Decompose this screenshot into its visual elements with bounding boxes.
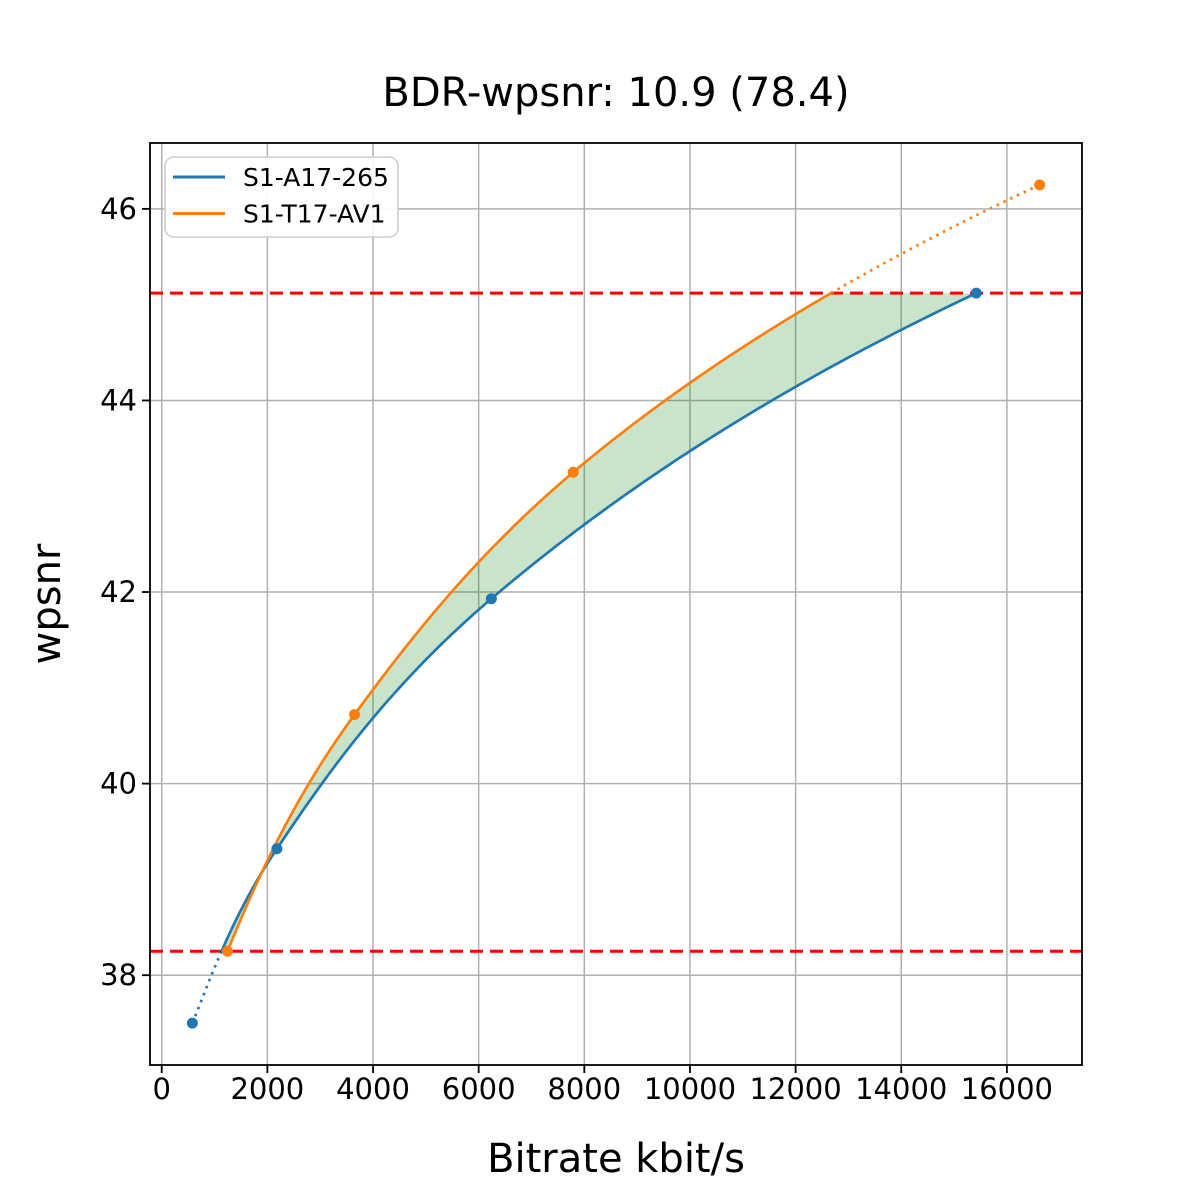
y-tick-label: 40 [100,767,137,801]
y-axis-label: wpsnr [24,543,70,664]
data-point-marker [221,945,233,957]
fill-between-region [221,293,977,952]
x-tick-label: 0 [153,1072,171,1106]
series-curve-s1-a17-265-dotted [191,950,223,1024]
plot-border [149,142,1083,1066]
x-tick-label: 14000 [855,1072,947,1106]
y-tick-label: 46 [100,192,137,226]
data-point-marker [1034,179,1046,191]
x-tick-label: 16000 [961,1072,1053,1106]
x-axis-label: Bitrate kbit/s [487,1136,745,1182]
x-tick-label: 10000 [644,1072,736,1106]
chart-title: BDR-wpsnr: 10.9 (78.4) [382,70,849,116]
data-point-marker [186,1017,198,1029]
markers-layer [186,179,1046,1029]
series-curve-s1-t17-av1-dotted [830,183,1041,295]
data-point-marker [271,843,283,855]
legend-label: S1-T17-AV1 [243,200,386,229]
x-tick-label: 8000 [547,1072,621,1106]
x-tick-label: 12000 [749,1072,841,1106]
x-tick-label: 4000 [336,1072,410,1106]
x-tick-label: 6000 [442,1072,516,1106]
y-tick-label: 44 [100,383,137,417]
data-point-marker [349,709,361,721]
series-curve-s1-a17-265-solid [220,291,977,952]
data-point-marker [485,593,497,605]
fill-layer [221,293,977,952]
ref-line-layer [150,291,1082,953]
series-curve-s1-t17-av1-solid [226,291,832,952]
y-tick-label: 42 [100,575,137,609]
grid-layer [150,143,1082,1065]
legend: S1-A17-265 S1-T17-AV1 [164,156,399,238]
curves-layer [191,183,1041,1024]
axes-layer: 0 2000 4000 6000 8000 10000 12000 14000 16000 38 4… [100,142,1083,1106]
data-point-marker [567,466,579,478]
data-point-marker [970,287,982,299]
y-tick-label: 38 [100,958,137,992]
x-tick-label: 2000 [230,1072,304,1106]
legend-label: S1-A17-265 [243,163,389,192]
